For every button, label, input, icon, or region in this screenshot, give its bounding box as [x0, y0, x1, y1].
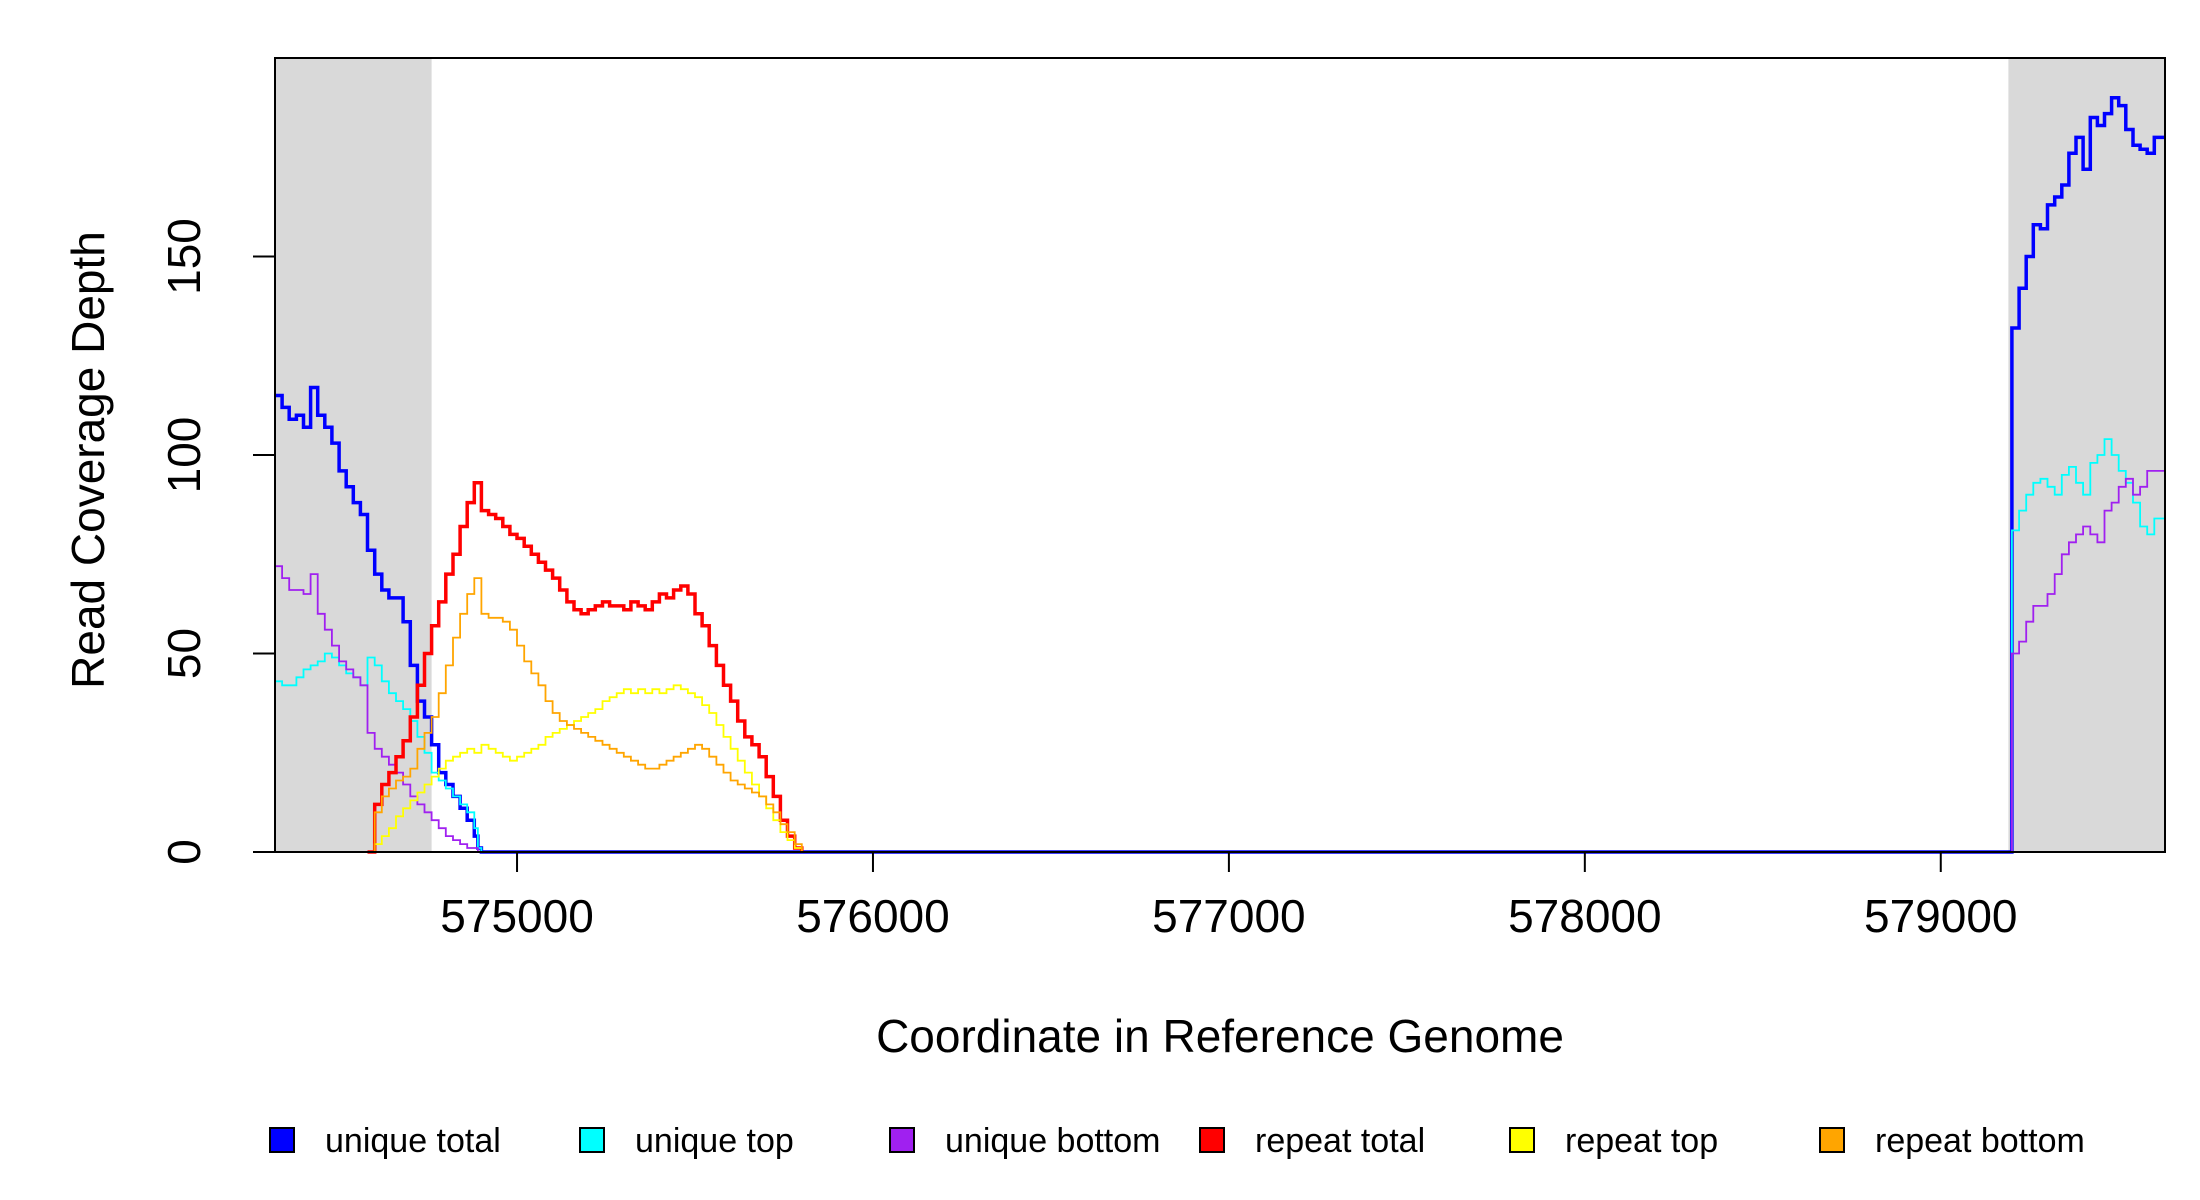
x-tick-label: 579000: [1864, 890, 2018, 942]
x-tick-label: 578000: [1508, 890, 1662, 942]
y-axis: 0 50 100 150: [158, 218, 276, 865]
series-line-unique-total: [275, 95, 2165, 854]
legend-swatch: [579, 1127, 605, 1153]
x-tick-label: 577000: [1152, 890, 1306, 942]
x-axis: 575000 576000 577000 578000 579000: [440, 851, 2018, 942]
shaded-regions: [275, 58, 2165, 852]
y-tick-label: 100: [158, 417, 210, 494]
y-axis-title: Read Coverage Depth: [62, 231, 114, 689]
shaded-region-1: [275, 58, 432, 852]
y-tick-label: 50: [158, 628, 210, 679]
legend-label: repeat top: [1565, 1122, 1718, 1160]
legend-swatch: [889, 1127, 915, 1153]
y-tick-label: 0: [158, 839, 210, 865]
legend: unique total unique top unique bottom repea…: [269, 1122, 2085, 1160]
legend-label: repeat total: [1255, 1122, 1425, 1160]
series-lines: [275, 95, 2166, 854]
legend-swatch: [269, 1127, 295, 1153]
x-tick-label: 575000: [440, 890, 594, 942]
legend-swatch: [1509, 1127, 1535, 1153]
series-line-repeat-bottom: [367, 577, 803, 853]
shaded-region-2: [2008, 58, 2165, 852]
legend-label: unique bottom: [945, 1122, 1161, 1160]
series-line-unique-bottom: [275, 470, 2166, 853]
legend-swatch: [1199, 1127, 1225, 1153]
series-line-unique-top: [275, 438, 2166, 853]
legend-swatch: [1819, 1127, 1845, 1153]
x-tick-label: 576000: [796, 890, 950, 942]
legend-label: repeat bottom: [1875, 1122, 2085, 1160]
legend-label: unique total: [325, 1122, 501, 1160]
legend-label: unique top: [635, 1122, 794, 1160]
series-line-repeat-top: [367, 684, 803, 853]
y-tick-label: 150: [158, 218, 210, 295]
series-line-repeat-total: [367, 481, 804, 854]
x-axis-title: Coordinate in Reference Genome: [876, 1010, 1564, 1062]
